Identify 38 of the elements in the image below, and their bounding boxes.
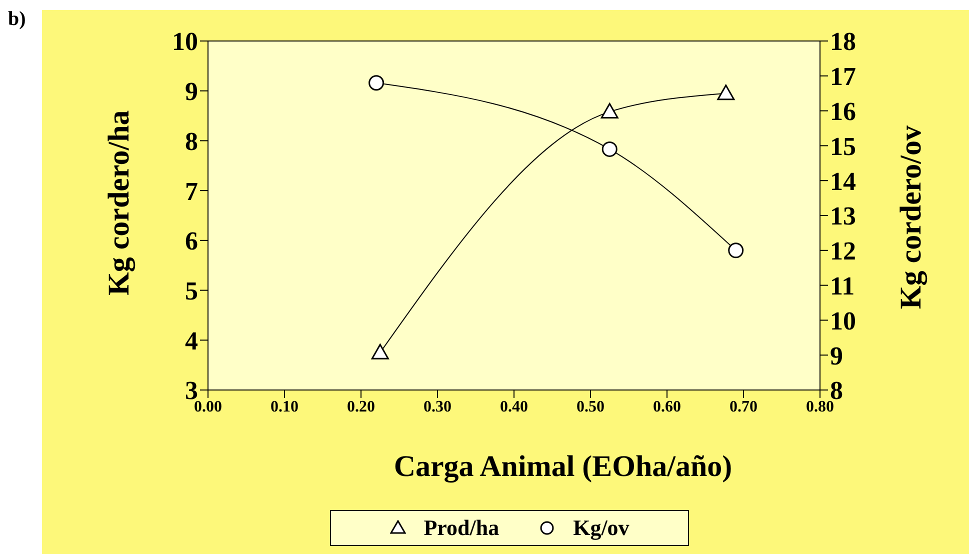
y-tick-label: 7 [185,176,198,206]
x-tick-label: 0.00 [194,398,222,416]
point [602,141,618,157]
y2-tick-label: 13 [830,202,856,231]
y2-tick-label: 15 [830,132,856,161]
y2-tick-label: 16 [830,97,856,126]
point [371,344,389,360]
x-tick-label: 0.10 [270,398,298,416]
y-axis-title: Kg cordero/ha [102,110,136,296]
y2-tick-label: 14 [830,166,856,196]
x-tick-label: 0.20 [347,398,375,416]
y-tick-label: 8 [185,126,198,156]
x-tick-label: 0.30 [424,398,452,416]
y-tick-label: 10 [172,27,198,56]
legend-label: Prod/ha [424,515,500,541]
y2-tick-label: 17 [830,62,856,92]
y-tick-label: 5 [185,276,198,306]
y2-tick-label: 10 [830,306,856,336]
point [728,242,744,258]
y-tick-label: 9 [185,77,198,106]
point [600,103,618,119]
x-tick-label: 0.40 [500,398,528,416]
x-tick-label: 0.50 [576,398,604,416]
x-tick-label: 0.70 [730,398,758,416]
x-tick-label: 0.80 [806,398,834,416]
y2-tick-label: 9 [830,341,843,370]
legend-label: Kg/ov [573,515,630,541]
x-axis-title: Carga Animal (EOha/año) [392,450,734,484]
point [368,75,384,91]
y2-tick-label: 12 [830,236,856,266]
y2-axis-title: Kg cordero/ov [894,126,928,310]
y2-tick-label: 11 [830,272,855,301]
x-tick-label: 0.60 [653,398,681,416]
y-tick-label: 4 [185,326,198,356]
text: b) [8,8,26,31]
y-tick-label: 6 [185,226,198,256]
point [717,84,735,100]
y2-tick-label: 18 [830,27,856,56]
